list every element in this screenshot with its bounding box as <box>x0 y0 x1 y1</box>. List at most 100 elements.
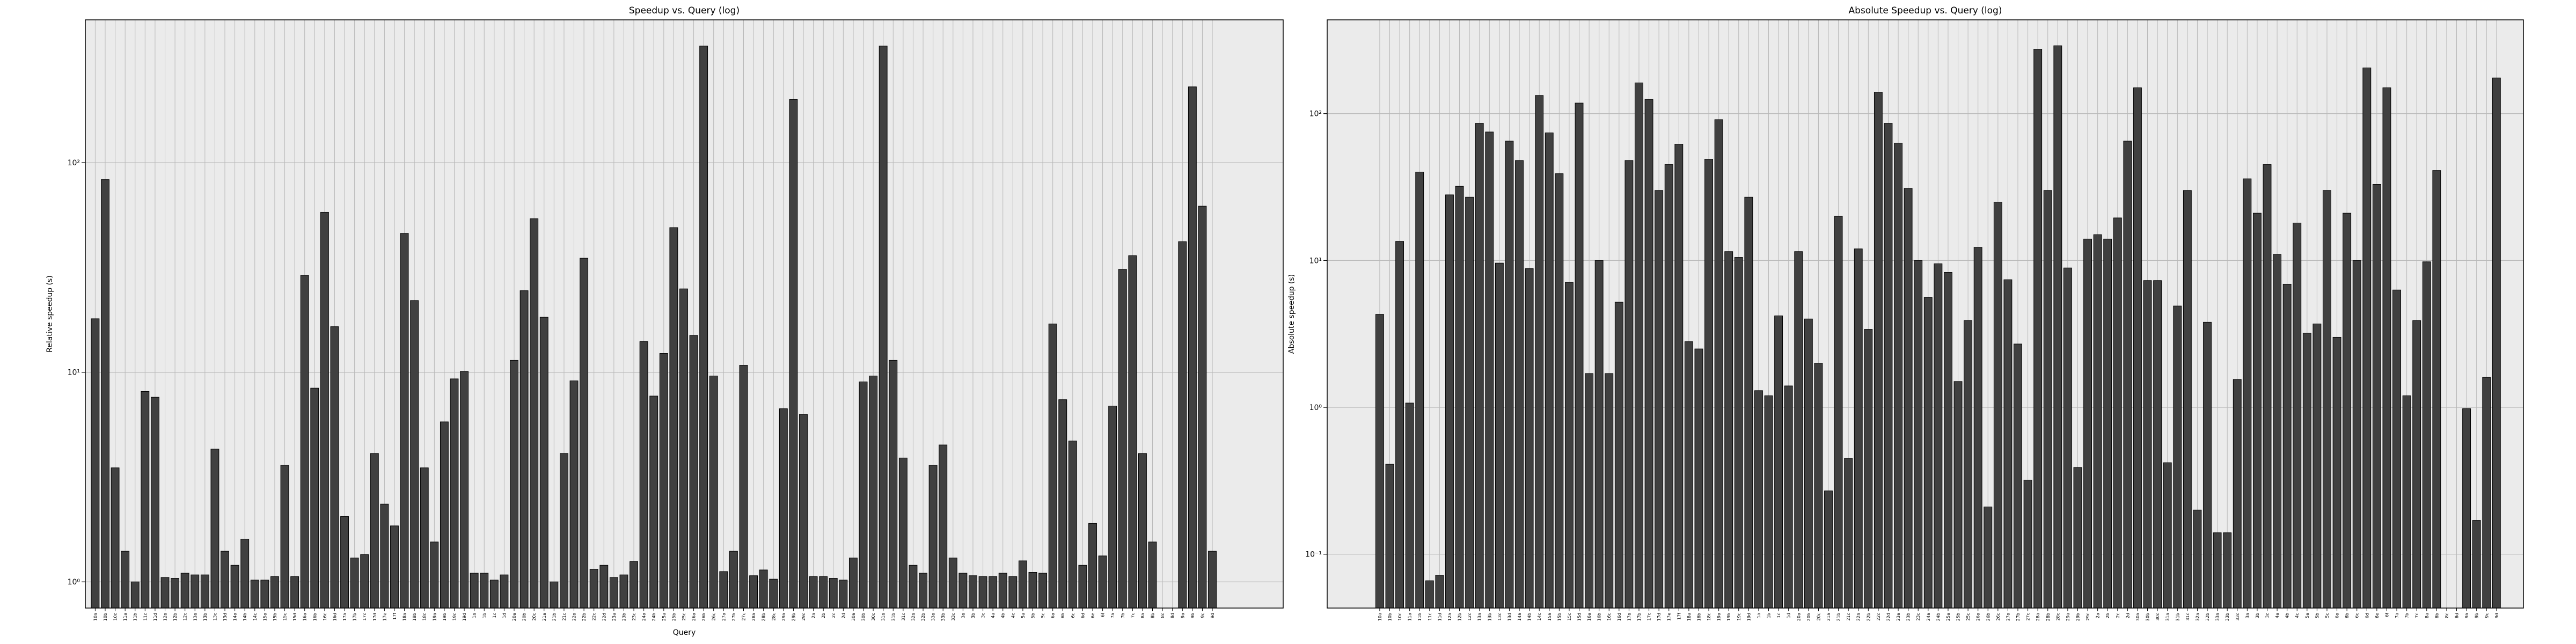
bar <box>1814 363 1823 609</box>
bar <box>859 382 868 609</box>
x-tick-label: 29c <box>2085 613 2090 621</box>
chart-panel: 10⁰ 10¹ 10² 10a 10b 10c 11a 11b 11c 11d 12a 12b 12c 1… <box>46 5 1284 637</box>
x-tick-label: 23a <box>1896 613 1901 621</box>
x-axis-label: Query <box>673 628 696 637</box>
bar <box>699 46 708 609</box>
bar <box>260 580 269 609</box>
bar <box>1914 260 1923 609</box>
x-tick-label: 13d <box>223 613 228 621</box>
bar <box>2432 170 2441 609</box>
x-tick-label: 5a <box>2305 613 2310 618</box>
x-tick-label: 10c <box>1397 613 1402 621</box>
x-tick-label: 22d <box>1886 613 1891 621</box>
x-tick-label: 25c <box>682 613 686 621</box>
x-tick-label: 9a <box>2464 613 2469 618</box>
x-tick-label: 26a <box>1976 613 1981 621</box>
bar <box>1714 119 1723 609</box>
x-tick-label: 8d <box>1170 613 1175 618</box>
bar <box>1425 580 1434 609</box>
bar <box>2113 217 2122 609</box>
bar <box>1138 453 1147 609</box>
bar <box>1148 541 1157 609</box>
bar <box>2183 190 2192 609</box>
bar <box>2203 321 2212 609</box>
x-tick-label: 10c <box>113 613 118 621</box>
x-tick-label: 16a <box>1587 613 1592 621</box>
bar <box>1118 269 1127 609</box>
bar <box>550 581 559 609</box>
x-tick-label: 19a <box>1717 613 1722 621</box>
x-tick-label: 15b <box>273 613 277 621</box>
bar <box>779 408 788 609</box>
x-tick-label: 6c <box>2355 613 2360 618</box>
x-tick-label: 12b <box>1458 613 1462 621</box>
bar <box>669 227 678 609</box>
bar <box>1535 95 1544 609</box>
x-tick-label: 11c <box>143 613 148 621</box>
bar <box>659 353 668 609</box>
x-tick-label: 32a <box>2195 613 2200 621</box>
bar <box>1058 399 1067 609</box>
y-tick-label: 10² <box>1309 110 1322 119</box>
x-tick-label: 13c <box>1497 613 1502 621</box>
x-tick-label: 14c <box>253 613 258 621</box>
bar <box>989 576 998 609</box>
bar <box>191 574 200 609</box>
x-tick-label: 27a <box>721 613 726 621</box>
bar <box>2352 260 2361 609</box>
x-tick-label: 5a <box>1021 613 1026 618</box>
bar <box>2003 279 2012 609</box>
x-tick-label: 21c <box>562 613 567 621</box>
bar <box>330 326 339 609</box>
x-tick-label: 21a <box>542 613 547 621</box>
bar <box>739 365 748 609</box>
x-tick-label: 16c <box>1607 613 1612 621</box>
x-tick-label: 15b <box>1557 613 1562 621</box>
x-tick-label: 18c <box>1707 613 1711 621</box>
x-tick-label: 24b <box>652 613 656 621</box>
x-tick-label: 1d <box>502 613 507 618</box>
x-tick-label: 13c <box>213 613 217 621</box>
x-tick-label: 6f <box>1101 613 1106 617</box>
x-tick-label: 12b <box>173 613 178 621</box>
y-tick-label: 10¹ <box>1309 257 1322 265</box>
x-tick-label: 6e <box>1091 613 1095 618</box>
x-tick-label: 20b <box>1806 613 1811 621</box>
bar <box>370 453 379 609</box>
bar <box>689 335 698 609</box>
bar <box>1704 159 1713 609</box>
bar <box>2123 141 2132 609</box>
x-tick-label: 7b <box>1121 613 1125 618</box>
bar <box>1804 318 1813 609</box>
bar <box>2163 462 2172 609</box>
bar <box>2023 479 2032 609</box>
bar <box>2073 467 2082 609</box>
x-tick-label: 18b <box>1696 613 1701 621</box>
bar <box>2422 261 2431 609</box>
bar <box>1884 123 1893 609</box>
bar <box>1445 194 1454 609</box>
x-tick-label: 16d <box>1617 613 1622 621</box>
x-tick-label: 3c <box>981 613 986 618</box>
x-tick-label: 33c <box>2235 613 2240 621</box>
bar <box>1515 160 1524 609</box>
bar <box>1128 255 1137 609</box>
x-tick-label: 27c <box>2026 613 2031 621</box>
bar <box>729 551 738 609</box>
bar <box>580 258 589 609</box>
bar <box>1764 395 1773 609</box>
x-tick-label: 8b <box>1151 613 1155 618</box>
x-tick-label: 10a <box>93 613 98 621</box>
x-tick-label: 9d <box>1210 613 1215 618</box>
bar <box>1525 268 1534 609</box>
x-tick-label: 2c <box>2116 613 2120 618</box>
x-tick-label: 3a <box>961 613 965 618</box>
x-tick-label: 31c <box>901 613 906 621</box>
x-tick-label: 31a <box>881 613 886 621</box>
bar <box>539 317 548 609</box>
x-tick-label: 8a <box>1140 613 1145 618</box>
x-tick-label: 9a <box>1180 613 1185 618</box>
bar <box>630 561 638 609</box>
x-tick-label: 6b <box>2345 613 2350 618</box>
x-tick-label: 8c <box>2445 613 2449 618</box>
